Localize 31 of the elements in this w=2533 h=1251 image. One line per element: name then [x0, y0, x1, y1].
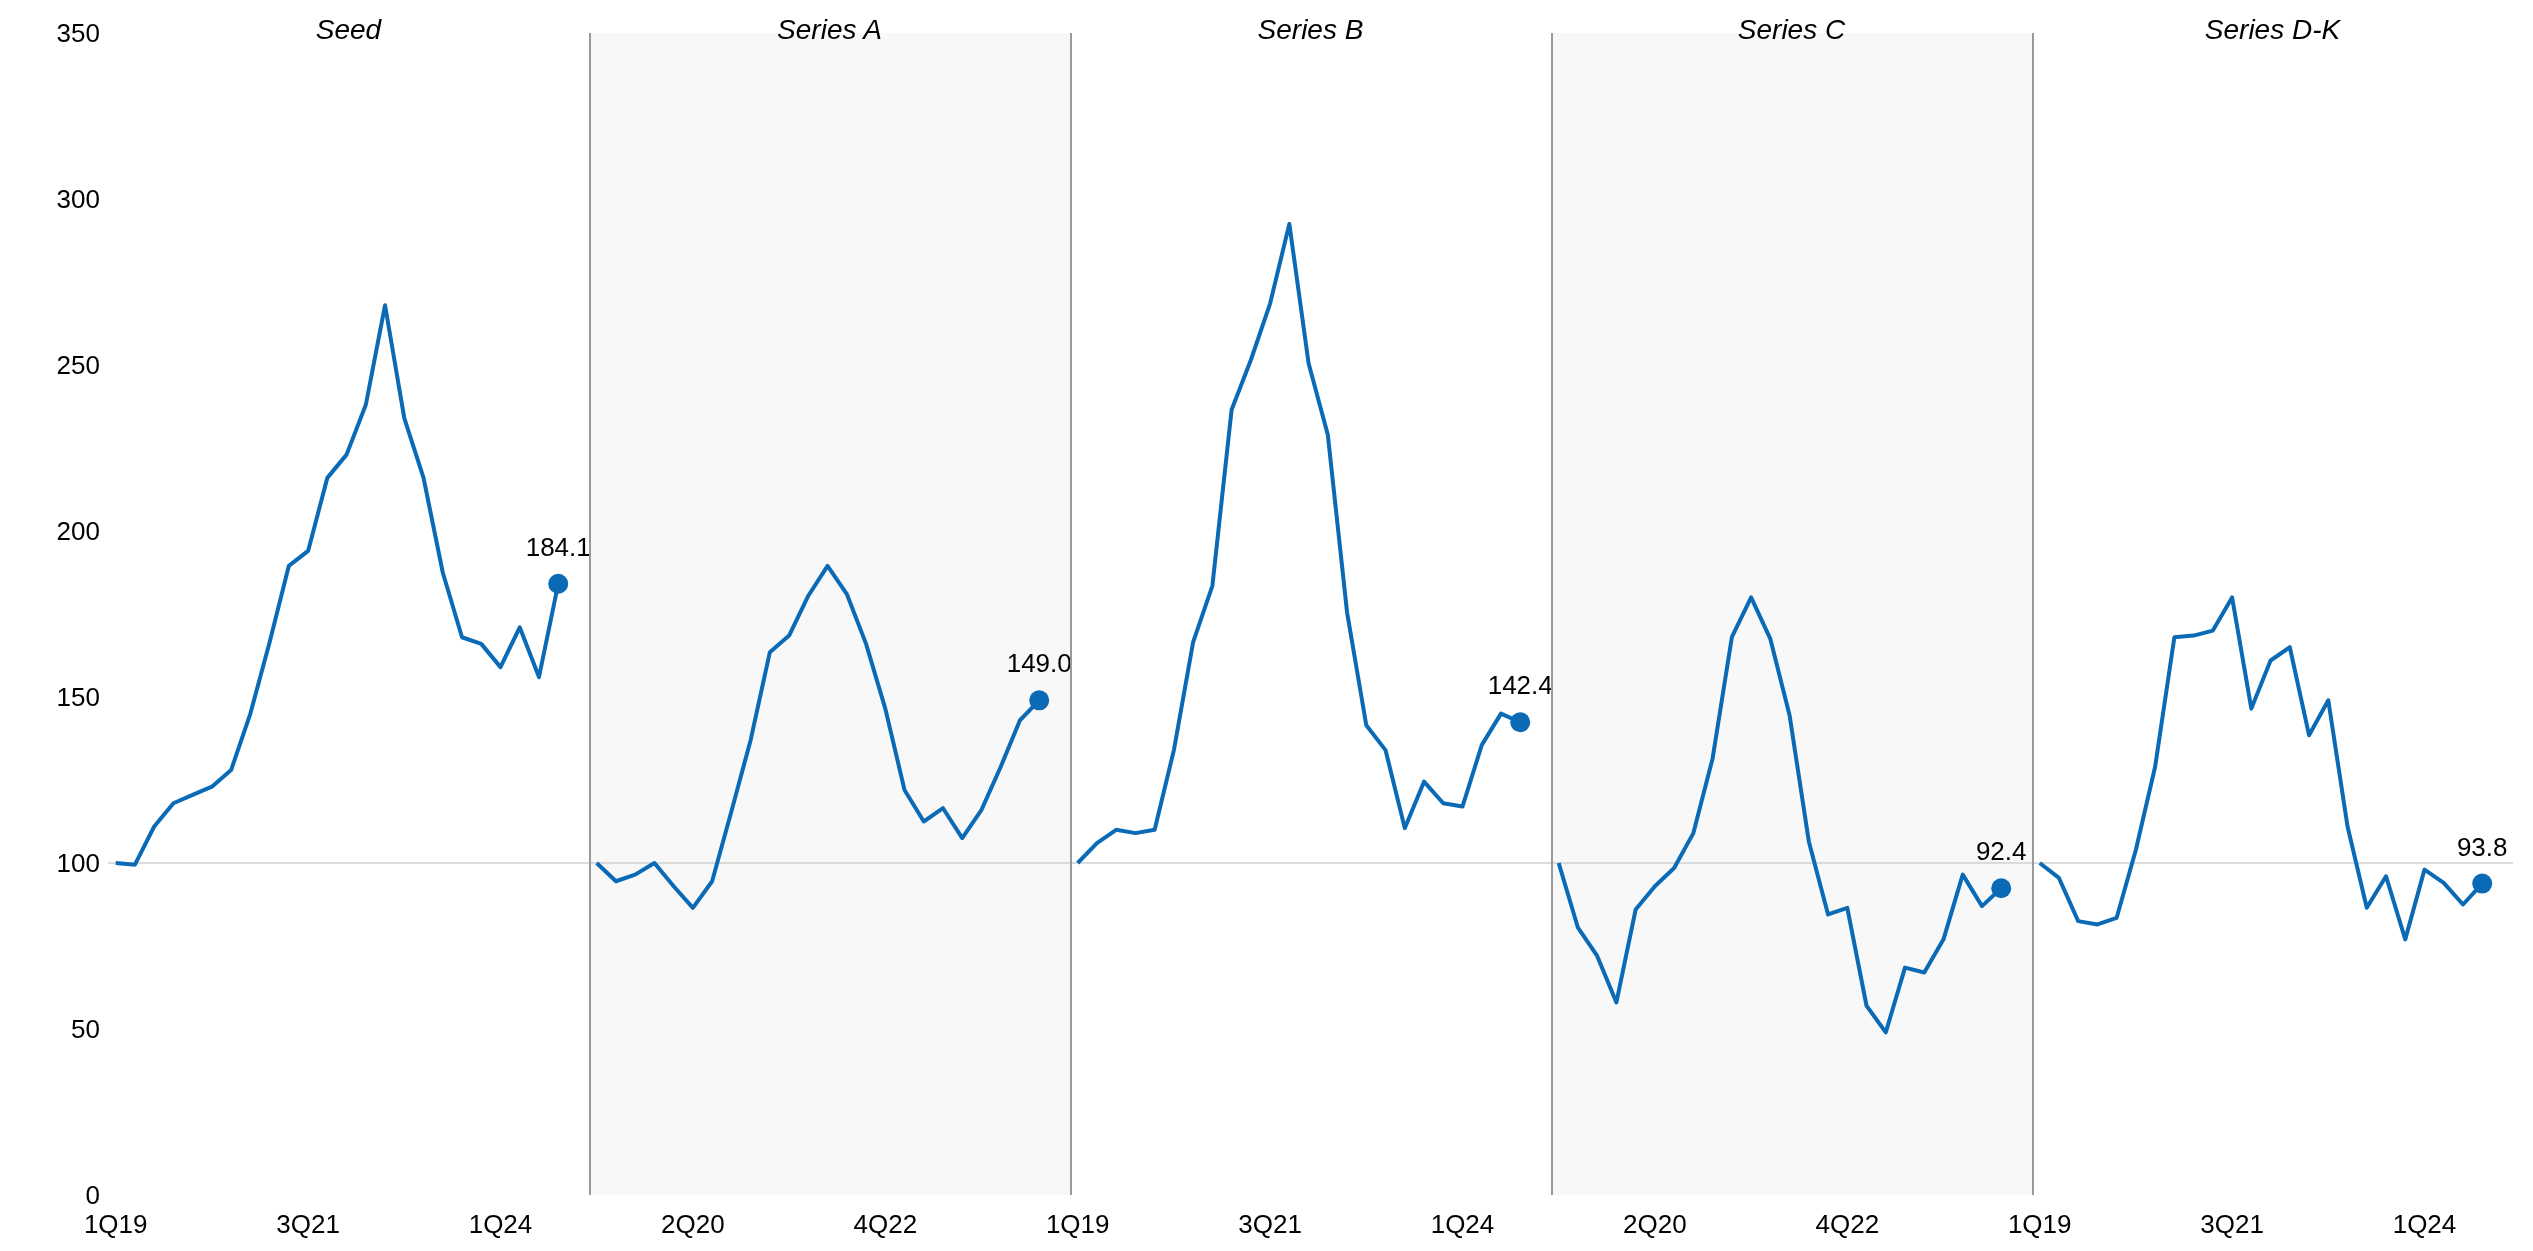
- y-tick-label: 300: [56, 184, 100, 215]
- data-label: 184.1: [525, 531, 591, 562]
- data-label: 92.4: [1975, 836, 2027, 867]
- x-tick-label: 3Q21: [1238, 1209, 1302, 1240]
- chart-title: Series D-K: [2203, 14, 2342, 46]
- y-tick-label: 150: [56, 682, 100, 713]
- x-tick-label: 3Q21: [2200, 1209, 2264, 1240]
- y-tick-label: 200: [56, 516, 100, 547]
- data-label: 142.4: [1487, 670, 1553, 701]
- x-tick-label: 2Q20: [661, 1209, 725, 1240]
- x-tick-label: 1Q19: [2007, 1209, 2072, 1240]
- x-tick-label: 3Q21: [276, 1209, 340, 1240]
- x-tick-label: 2Q20: [1623, 1209, 1687, 1240]
- y-tick-label: 350: [56, 18, 100, 49]
- data-label: 149.0: [1006, 648, 1072, 679]
- data-label: 93.8: [2456, 831, 2508, 862]
- chart-title: Series B: [1256, 14, 1365, 46]
- x-tick-label: 4Q22: [853, 1209, 918, 1240]
- x-tick-label: 1Q24: [468, 1209, 533, 1240]
- x-tick-label: 1Q24: [2392, 1209, 2457, 1240]
- chart-title: Seed: [314, 14, 383, 46]
- y-tick-label: 250: [56, 350, 100, 381]
- y-tick-label: 0: [85, 1180, 100, 1211]
- y-tick-label: 50: [71, 1014, 100, 1045]
- x-tick-label: 1Q19: [83, 1209, 148, 1240]
- x-tick-label: 1Q24: [1430, 1209, 1495, 1240]
- chart-title: Series C: [1736, 14, 1847, 46]
- chart-title: Series A: [776, 14, 883, 46]
- x-tick-label: 1Q19: [1045, 1209, 1110, 1240]
- x-tick-label: 4Q22: [1815, 1209, 1880, 1240]
- y-tick-label: 100: [56, 848, 100, 879]
